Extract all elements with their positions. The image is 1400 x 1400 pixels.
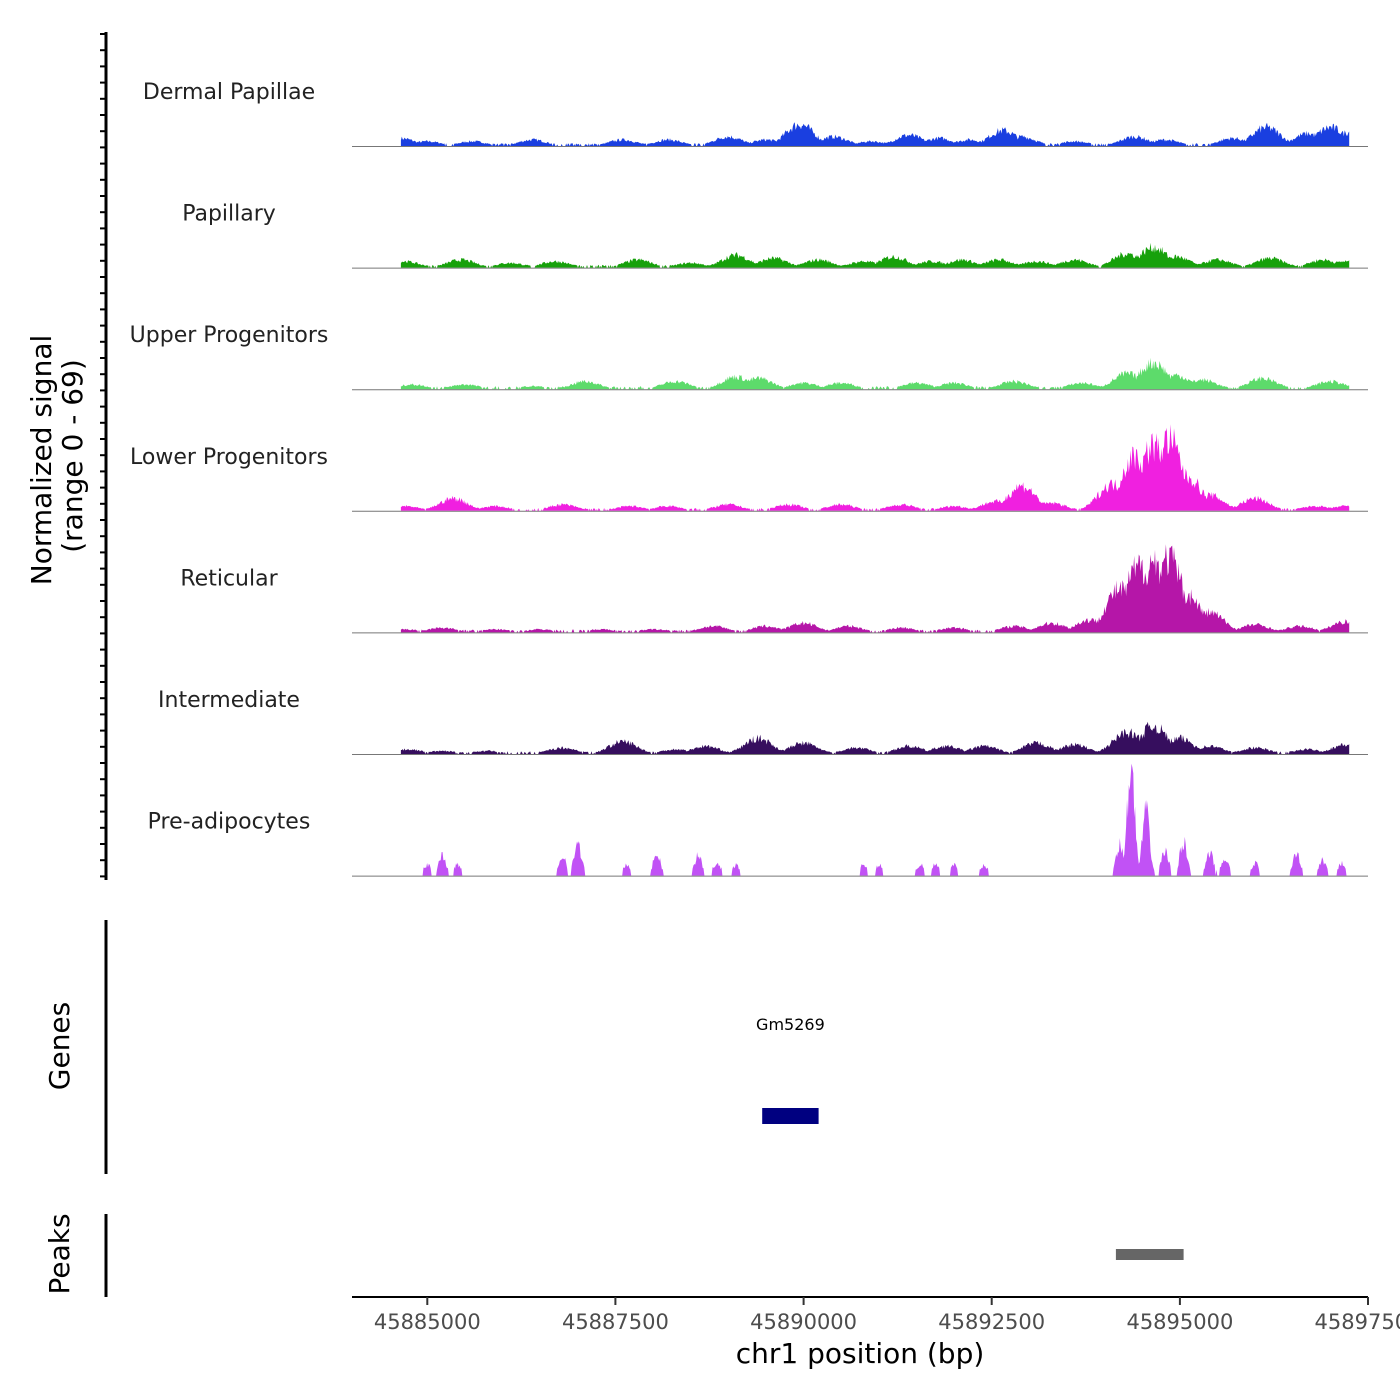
signal-area <box>400 763 1350 876</box>
signal-area <box>400 721 1350 754</box>
x-tick-label: 45892500 <box>938 1310 1045 1334</box>
track-pre-adipocytes: Pre-adipocytes <box>148 763 1368 877</box>
x-tick-label: 45885000 <box>374 1310 481 1334</box>
y-axis-title-line1: Normalized signal <box>25 335 58 586</box>
track-papillary: Papillary <box>182 202 1368 269</box>
signal-area <box>400 357 1350 390</box>
signal-tracks: Dermal Papillae Papillary Upper Progenitor… <box>130 80 1368 877</box>
x-tick-label: 45895000 <box>1126 1310 1233 1334</box>
genes-track: Gm5269 <box>756 1015 825 1124</box>
x-axis-ticks: 45885000 45887500 45890000 45892500 45895000… <box>374 1297 1400 1334</box>
peaks-track <box>1115 1249 1184 1260</box>
signal-area <box>400 242 1350 268</box>
track-dermal-papillae: Dermal Papillae <box>143 80 1368 147</box>
track-reticular: Reticular <box>180 544 1368 634</box>
track-label: Dermal Papillae <box>143 80 315 105</box>
track-label: Upper Progenitors <box>130 323 329 348</box>
track-label: Lower Progenitors <box>130 445 328 470</box>
track-label: Pre-adipocytes <box>148 810 311 835</box>
track-lower-progenitors: Lower Progenitors <box>130 424 1368 512</box>
y-axis-title-line2: (range 0 - 69) <box>56 359 89 553</box>
gene-label: Gm5269 <box>756 1015 825 1034</box>
track-upper-progenitors: Upper Progenitors <box>130 323 1368 391</box>
x-tick-label: 45887500 <box>562 1310 669 1334</box>
signal-area <box>400 544 1350 633</box>
signal-area <box>400 122 1350 146</box>
track-label: Papillary <box>182 202 276 227</box>
signal-y-ticks <box>100 33 106 878</box>
gene-body <box>762 1108 819 1124</box>
signal-area <box>400 424 1350 511</box>
track-label: Reticular <box>180 566 278 591</box>
x-tick-label: 45890000 <box>750 1310 857 1334</box>
peak-region <box>1115 1249 1184 1260</box>
peaks-axis-title: Peaks <box>43 1213 76 1294</box>
track-intermediate: Intermediate <box>158 688 1368 755</box>
x-axis-title: chr1 position (bp) <box>736 1337 985 1370</box>
x-tick-label: 45897500 <box>1315 1310 1400 1334</box>
track-label: Intermediate <box>158 688 300 713</box>
genes-axis-title: Genes <box>43 1002 76 1090</box>
